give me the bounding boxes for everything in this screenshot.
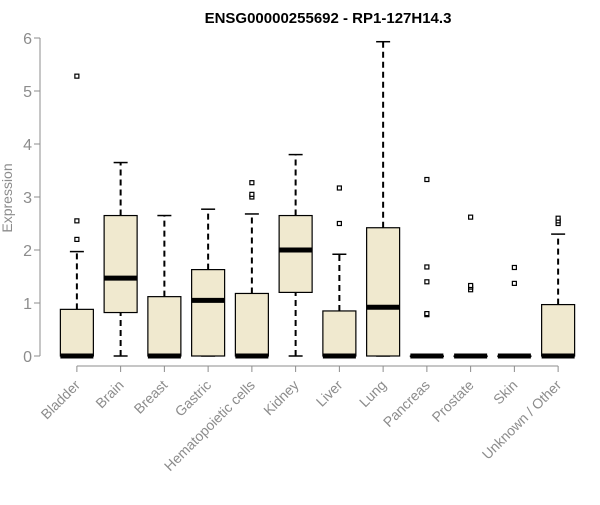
outlier-point: [74, 218, 80, 224]
box-group: [59, 73, 94, 359]
chart-title: ENSG00000255692 - RP1-127H14.3: [205, 10, 452, 27]
box-iqr: [278, 214, 313, 294]
outlier-point: [249, 191, 255, 197]
y-tick-label: 3: [23, 190, 32, 207]
box-iqr: [322, 310, 357, 357]
x-tick-label: Lung: [356, 377, 389, 410]
outlier-point: [511, 280, 517, 286]
y-axis: 0 1 2 3 4 5 6: [23, 31, 41, 366]
outlier-point: [468, 214, 474, 220]
box-group: [322, 185, 357, 359]
outlier-point: [424, 279, 430, 285]
outlier-point: [74, 73, 80, 79]
x-tick-label: Prostate: [429, 377, 477, 425]
box-group: [541, 215, 576, 359]
box-group: [147, 214, 182, 359]
box-group: [453, 214, 488, 359]
box-series: [59, 40, 576, 359]
box-group: [497, 264, 532, 359]
outlier-point: [74, 236, 80, 242]
x-tick-label: Skin: [490, 377, 521, 408]
box-iqr: [234, 292, 269, 357]
y-tick-label: 0: [23, 349, 32, 366]
y-tick-label: 2: [23, 243, 32, 260]
y-tick-label: 5: [23, 84, 32, 101]
box-iqr: [366, 227, 401, 357]
x-tick-label: Bladder: [38, 377, 84, 423]
x-tick-label: Kidney: [260, 377, 302, 419]
box-group: [278, 153, 313, 357]
x-tick-label: Brain: [92, 377, 126, 411]
box-iqr: [191, 269, 226, 357]
x-tick-label: Liver: [313, 377, 346, 410]
box-iqr: [147, 296, 182, 357]
outlier-point: [511, 264, 517, 271]
box-group: [409, 176, 444, 359]
box-group: [366, 40, 401, 357]
outlier-point: [424, 264, 430, 270]
box-group: [103, 161, 138, 357]
outlier-point: [468, 282, 474, 289]
x-tick-label: Unknown / Other: [479, 377, 565, 463]
outlier-point: [555, 215, 561, 221]
outlier-point: [336, 185, 342, 191]
y-axis-label: Expression: [0, 163, 15, 232]
outlier-point: [336, 220, 342, 227]
x-tick-label: Breast: [131, 377, 171, 417]
x-tick-label: Pancreas: [380, 377, 433, 430]
y-tick-label: 4: [23, 137, 32, 154]
box-iqr: [541, 303, 576, 357]
outlier-point: [249, 180, 255, 186]
box-iqr: [103, 214, 138, 314]
x-tick-label: Gastric: [172, 377, 215, 420]
outlier-point: [424, 176, 430, 183]
outlier-point: [424, 311, 430, 317]
y-tick-label: 6: [23, 31, 32, 48]
box-group: [191, 208, 226, 357]
box-group: [234, 180, 269, 359]
box-iqr: [59, 308, 94, 357]
y-tick-label: 1: [23, 296, 32, 313]
